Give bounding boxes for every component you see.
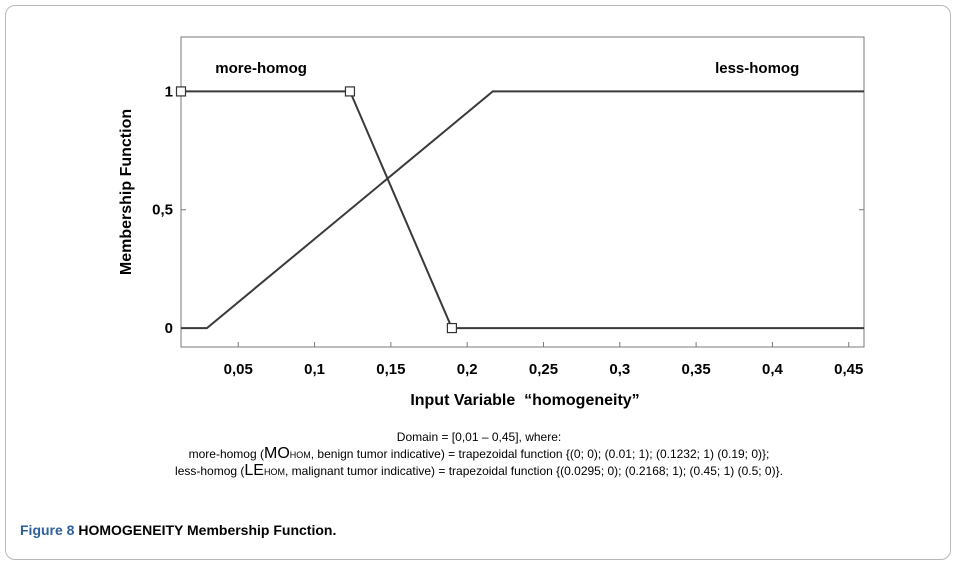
series-label-less-homog: less-homog (715, 60, 799, 77)
x-tick-label: 0,25 (529, 361, 558, 378)
x-tick-label: 0,35 (682, 361, 711, 378)
series-marker-more-homog (175, 86, 187, 97)
x-tick-label: 0,1 (304, 361, 325, 378)
y-tick-label: 0 (165, 320, 173, 337)
figure-caption: Figure 8 HOMOGENEITY Membership Function… (20, 522, 336, 538)
x-axis-title: Input Variable “homogeneity” (410, 392, 639, 409)
series-line-more-homog (181, 90, 864, 330)
y-tick-label: 1 (165, 83, 173, 100)
x-tick-label: 0,15 (376, 361, 405, 378)
figure-title: HOMOGENEITY Membership Function. (78, 522, 337, 538)
less-homog-definition: less-homog (LEHOM, malignant tumor indic… (175, 462, 783, 479)
series-marker-more-homog (344, 86, 356, 97)
y-tick-label: 0,5 (152, 202, 173, 219)
series-marker-more-homog (446, 322, 458, 334)
figure-number: Figure 8 (20, 522, 75, 538)
x-tick-label: 0,05 (224, 361, 253, 378)
x-tick-label: 0,4 (762, 361, 784, 378)
y-axis-title: Membership Function (118, 109, 135, 275)
x-tick-label: 0,2 (457, 361, 478, 378)
domain-note: Domain = [0,01 – 0,45], where: (396, 430, 562, 444)
x-tick-label: 0,45 (834, 361, 863, 378)
series-line-less-homog (181, 90, 864, 330)
figure-frame (5, 5, 951, 560)
more-homog-definition: more-homog (MOHOM, benign tumor indicati… (188, 445, 770, 462)
series-label-more-homog: more-homog (215, 60, 307, 77)
membership-chart: 0,05 0,1 0,15 0,2 0,25 0,3 0,35 0,4 0,45 0 0,5 1 mor… (118, 36, 865, 409)
x-tick-label: 0,3 (609, 361, 630, 378)
plot-area (180, 36, 865, 348)
